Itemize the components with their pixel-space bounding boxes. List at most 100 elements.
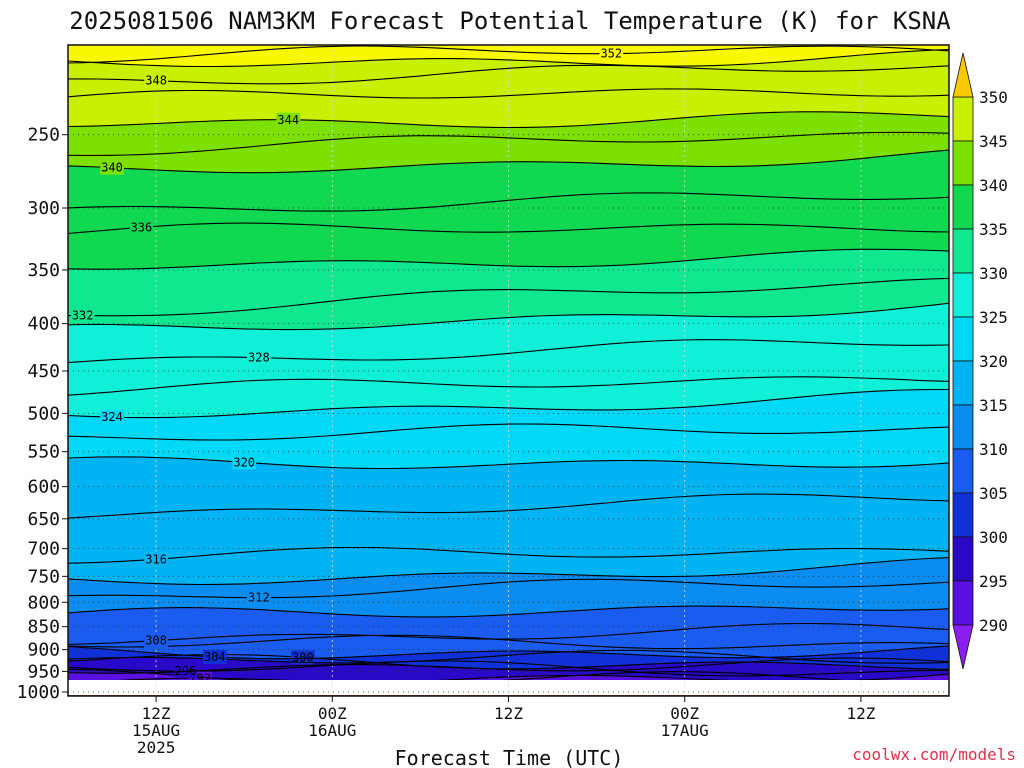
isentrope-352 xyxy=(68,45,949,64)
credit-link[interactable]: coolwx.com/models xyxy=(852,745,1016,764)
ytick-label-600: 600 xyxy=(27,477,60,498)
ytick-label-900: 900 xyxy=(27,640,60,661)
band-310 xyxy=(68,579,949,617)
colorbar-bin-310 xyxy=(952,404,974,450)
band-316 xyxy=(68,494,949,564)
colorbar-bin-300 xyxy=(952,492,974,538)
colorbar-bin-345 xyxy=(952,96,974,142)
isentrope-label-352: 352 xyxy=(600,47,622,61)
colorbar-label-290: 290 xyxy=(979,616,1008,635)
colorbar-bin-290 xyxy=(952,580,974,626)
isentrope-294 xyxy=(68,668,949,680)
xtick-label-42-0: 00Z xyxy=(670,704,699,723)
xtick-label-18-0: 00Z xyxy=(318,704,347,723)
isentrope-350 xyxy=(68,48,949,68)
isentrope-label-bg xyxy=(276,112,301,127)
isentrope-338 xyxy=(68,192,949,212)
isentrope-328 xyxy=(68,339,949,364)
isentrope-label-bg xyxy=(144,633,168,648)
colorbar-label-315: 315 xyxy=(979,396,1008,415)
isentrope-290 xyxy=(68,683,949,698)
isentrope-320 xyxy=(68,456,949,470)
band-330 xyxy=(68,278,949,330)
isentrope-308 xyxy=(68,622,949,645)
ytick-label-300: 300 xyxy=(27,198,60,219)
isentrope-label-332: 332 xyxy=(72,309,94,323)
isentrope-label-336: 336 xyxy=(131,220,153,234)
isentrope-label-bg xyxy=(188,671,212,680)
colorbar-label-305: 305 xyxy=(979,484,1008,503)
band-332 xyxy=(68,249,949,316)
colorbar-label-330: 330 xyxy=(979,264,1008,283)
isentrope-306 xyxy=(68,634,949,650)
ytick-label-500: 500 xyxy=(27,403,60,424)
isentrope-298 xyxy=(68,657,949,674)
isentrope-label-340: 340 xyxy=(101,161,123,175)
x-axis-label: Forecast Time (UTC) xyxy=(395,746,624,768)
ytick-label-450: 450 xyxy=(27,361,60,382)
isentrope-348 xyxy=(68,64,949,85)
band-326 xyxy=(68,339,949,396)
colorbar-label-335: 335 xyxy=(979,220,1008,239)
colorbar-bin-330 xyxy=(952,228,974,274)
band-340 xyxy=(68,132,949,173)
isentrope-label-bg xyxy=(247,590,271,605)
isentrope-310 xyxy=(68,605,949,618)
xtick-label-42-1: 17AUG xyxy=(661,721,709,740)
isentrope-318 xyxy=(68,493,949,519)
isentrope-label-bg xyxy=(100,160,124,175)
isentrope-334 xyxy=(68,248,949,270)
isentrope-label-bg xyxy=(100,410,124,425)
isentrope-label-bg xyxy=(202,649,227,664)
band-bottom xyxy=(68,683,949,698)
isentrope-label-bg xyxy=(144,552,168,567)
ytick-label-550: 550 xyxy=(27,442,60,463)
band-312 xyxy=(68,557,949,598)
band-328 xyxy=(68,303,949,363)
isentrope-324 xyxy=(68,388,949,419)
isentrope-label-300: 300 xyxy=(292,650,314,664)
ytick-label-400: 400 xyxy=(27,314,60,335)
isentrope-326 xyxy=(68,376,949,396)
xtick-label-6-2: 2025 xyxy=(137,738,176,757)
isentrope-label-292: 292 xyxy=(189,671,211,685)
isentrope-label-308: 308 xyxy=(145,634,167,648)
isentrope-312 xyxy=(68,578,949,599)
isentrope-label-bg xyxy=(232,455,257,470)
isentrope-label-bg xyxy=(599,46,624,61)
chart-title: 2025081506 NAM3KM Forecast Potential Tem… xyxy=(69,7,951,35)
ytick-label-250: 250 xyxy=(27,125,60,146)
isentrope-label-312: 312 xyxy=(248,591,270,605)
ytick-label-700: 700 xyxy=(27,539,60,560)
band-322 xyxy=(68,389,949,440)
isentrope-336 xyxy=(68,222,949,235)
ytick-label-800: 800 xyxy=(27,592,60,613)
ytick-label-950: 950 xyxy=(27,661,60,682)
xtick-label-30-0: 12Z xyxy=(494,704,523,723)
colorbar-bin-305 xyxy=(952,448,974,494)
isentrope-label-bg xyxy=(291,650,315,665)
isentrope-344 xyxy=(68,111,949,129)
isentrope-342 xyxy=(68,131,949,156)
isentrope-340 xyxy=(68,149,949,174)
isentropes: 2922963003043083123163203243283323363403… xyxy=(68,45,949,698)
colorbar-bin-315 xyxy=(952,360,974,406)
isentrope-label-348: 348 xyxy=(145,74,167,88)
isentrope-314 xyxy=(68,557,949,586)
band-324 xyxy=(68,376,949,418)
colorbar-bin-325 xyxy=(952,272,974,318)
colorbar-bin-335 xyxy=(952,184,974,230)
isentrope-332 xyxy=(68,277,949,317)
pressure-axis: 2503003504004505005506006507007508008509… xyxy=(17,125,68,703)
ytick-label-350: 350 xyxy=(27,260,60,281)
colorbar-label-340: 340 xyxy=(979,176,1008,195)
isentrope-330 xyxy=(68,302,949,331)
ytick-label-650: 650 xyxy=(27,509,60,530)
isentrope-label-bg xyxy=(129,220,154,235)
colorbar-min-arrow xyxy=(952,624,974,670)
xtick-label-6-1: 15AUG xyxy=(132,721,180,740)
colorbar-max-arrow xyxy=(952,52,974,98)
isentrope-label-bg xyxy=(247,350,271,365)
